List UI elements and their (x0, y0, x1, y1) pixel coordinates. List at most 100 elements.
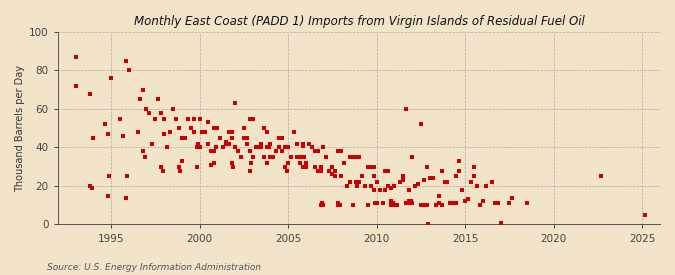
Point (167, 107, 178, 111)
Point (380, 168, 391, 173)
Point (333, 203, 344, 207)
Point (595, 174, 606, 178)
Point (477, 199, 488, 204)
Point (418, 178, 429, 182)
Point (197, 130, 208, 134)
Point (191, 145, 202, 150)
Point (306, 145, 317, 150)
Point (114, 116, 125, 121)
Point (212, 126, 223, 130)
Point (339, 161, 350, 165)
Point (86, 186, 97, 190)
Point (279, 164, 290, 169)
Point (161, 145, 172, 150)
Point (242, 136, 252, 140)
Point (274, 136, 285, 140)
Point (209, 149, 219, 153)
Point (495, 220, 506, 225)
Point (315, 203, 326, 207)
Point (85, 184, 96, 188)
Point (292, 141, 302, 146)
Point (356, 174, 367, 178)
Point (412, 182, 423, 186)
Point (265, 141, 276, 146)
Point (398, 174, 408, 178)
Point (374, 188, 385, 192)
Point (315, 164, 326, 169)
Point (274, 145, 285, 150)
Point (300, 164, 311, 169)
Point (436, 168, 447, 173)
Point (211, 145, 221, 150)
Point (209, 161, 219, 165)
Point (223, 130, 234, 134)
Point (445, 201, 456, 205)
Point (318, 203, 329, 207)
Point (104, 174, 115, 178)
Point (352, 184, 363, 188)
Point (271, 149, 281, 153)
Point (350, 180, 361, 184)
Point (212, 126, 223, 130)
Point (242, 141, 252, 146)
Point (369, 188, 379, 192)
Point (230, 145, 240, 150)
Point (317, 201, 327, 205)
Point (263, 145, 274, 150)
Point (294, 161, 305, 165)
Point (262, 130, 273, 134)
Point (103, 132, 113, 136)
Point (209, 126, 219, 130)
Point (386, 199, 397, 204)
Point (359, 184, 370, 188)
Point (135, 97, 146, 101)
Point (507, 195, 518, 200)
Point (138, 87, 148, 92)
Point (253, 145, 264, 150)
Point (365, 184, 376, 188)
Point (448, 201, 459, 205)
Point (221, 139, 232, 144)
Point (298, 164, 308, 169)
Point (460, 199, 470, 204)
Point (377, 201, 388, 205)
Point (439, 180, 450, 184)
Point (421, 203, 432, 207)
Point (200, 130, 211, 134)
Point (294, 155, 305, 159)
Point (105, 76, 116, 80)
Point (247, 116, 258, 121)
Point (489, 201, 500, 205)
Point (292, 155, 302, 159)
Point (318, 145, 329, 150)
Point (405, 199, 416, 204)
Point (176, 136, 187, 140)
Point (365, 164, 376, 169)
Point (147, 141, 158, 146)
Point (345, 180, 356, 184)
Point (436, 203, 447, 207)
Point (335, 149, 346, 153)
Point (335, 174, 346, 178)
Point (244, 116, 255, 121)
Point (395, 180, 406, 184)
Point (383, 184, 394, 188)
Point (103, 193, 113, 198)
Point (300, 161, 311, 165)
Point (333, 201, 344, 205)
Point (327, 164, 338, 169)
Point (175, 168, 186, 173)
Point (265, 155, 276, 159)
Point (203, 141, 214, 146)
Point (159, 132, 169, 136)
Point (401, 107, 412, 111)
Point (321, 155, 332, 159)
Point (247, 155, 258, 159)
Point (369, 164, 379, 169)
Point (522, 201, 533, 205)
Point (165, 130, 176, 134)
Y-axis label: Thousand Barrels per Day: Thousand Barrels per Day (15, 65, 25, 192)
Point (281, 168, 292, 173)
Point (259, 126, 270, 130)
Point (238, 136, 249, 140)
